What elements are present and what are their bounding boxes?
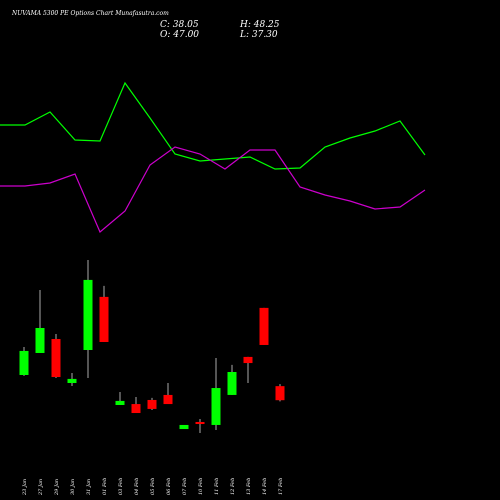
header-low: L: 37.30 xyxy=(239,30,278,40)
candle-body xyxy=(35,328,45,353)
header-high: H: 48.25 xyxy=(239,20,280,30)
candle-body xyxy=(19,350,29,375)
indicator-line xyxy=(0,146,426,233)
x-tick-label: 17 Feb xyxy=(278,478,284,495)
candle-body xyxy=(179,424,189,430)
candle-body xyxy=(131,404,141,414)
candle-body xyxy=(195,421,205,425)
candle-body xyxy=(67,378,77,383)
header-close: C: 38.05 xyxy=(160,20,199,30)
candle-body xyxy=(211,388,221,425)
x-tick-label: 31 Jan xyxy=(86,479,92,495)
candle-body xyxy=(115,400,125,405)
x-tick-label: 03 Feb xyxy=(118,478,124,495)
indicator-line xyxy=(0,81,426,170)
candle-body xyxy=(259,307,269,345)
x-tick-label: 04 Feb xyxy=(134,478,140,495)
candle-body xyxy=(51,339,61,378)
candle-body xyxy=(227,372,237,395)
candle-body xyxy=(83,279,93,350)
x-tick-label: 30 Jan xyxy=(70,479,76,495)
x-tick-label: 06 Feb xyxy=(166,478,172,495)
x-tick-label: 13 Feb xyxy=(246,478,252,495)
x-tick-label: 07 Feb xyxy=(182,478,188,495)
candle-body xyxy=(147,399,157,409)
candle-body xyxy=(163,394,173,405)
x-tick-label: 11 Feb xyxy=(214,478,220,495)
x-tick-label: 27 Jan xyxy=(38,479,44,496)
x-tick-label: 12 Feb xyxy=(230,478,236,495)
chart-title: NUVAMA 5300 PE Options Chart Munafasutra… xyxy=(11,10,169,17)
x-tick-label: 10 Feb xyxy=(198,478,204,495)
candle-body xyxy=(243,356,253,364)
x-tick-label: 29 Jan xyxy=(54,479,60,496)
x-tick-label: 01 Feb xyxy=(102,478,108,495)
candle-body xyxy=(275,386,285,401)
header-open: O: 47.00 xyxy=(160,30,199,40)
x-tick-label: 23 Jan xyxy=(22,479,28,496)
candle-body xyxy=(99,296,109,342)
x-tick-label: 14 Feb xyxy=(262,478,268,495)
x-tick-label: 05 Feb xyxy=(150,478,156,495)
